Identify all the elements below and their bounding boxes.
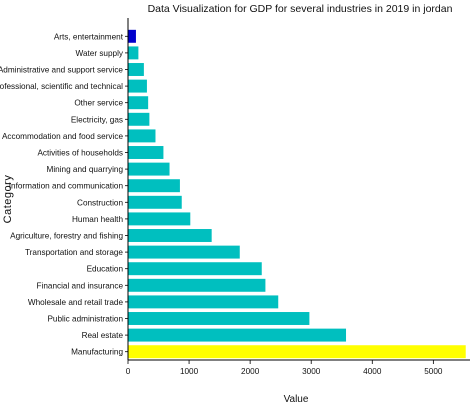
category-label: Information and communication: [9, 182, 124, 191]
category-label: Public administration: [47, 315, 123, 324]
category-label: Arts, entertainment: [54, 32, 124, 41]
bar-manufacturing: [128, 345, 466, 359]
bar-public-administration: [128, 312, 310, 325]
x-tick-label: 5000: [424, 367, 443, 376]
category-label: Activities of households: [37, 149, 123, 158]
bar-accommodation-and-food-service: [128, 129, 156, 143]
category-label: Accommodation and food service: [2, 132, 124, 141]
x-axis-title: Value: [284, 394, 309, 405]
category-label: Real estate: [82, 331, 124, 340]
x-tick-label: 0: [126, 367, 131, 376]
category-label: Manufacturing: [71, 348, 123, 357]
bar-water-supply: [128, 46, 139, 60]
category-label: Construction: [77, 198, 123, 207]
bar-professional-scientific-and-technical: [128, 79, 147, 93]
chart-title: Data Visualization for GDP for several i…: [148, 3, 453, 15]
category-label: Electricity, gas: [71, 115, 123, 124]
category-label: Transportation and storage: [25, 248, 123, 257]
category-label: Professional, scientific and technical: [0, 82, 123, 91]
category-labels-group: Manufacturing Real estate Public administr…: [0, 32, 128, 357]
category-label: Wholesale and retail trade: [28, 298, 124, 307]
bar-transportation-and-storage: [128, 245, 240, 259]
x-tick-label: 2000: [241, 367, 260, 376]
bar-wholesale-and-retail-trade: [128, 295, 279, 309]
category-label: Education: [87, 265, 124, 274]
bar-education: [128, 262, 262, 276]
x-tick-label: 4000: [363, 367, 382, 376]
category-label: Human health: [72, 215, 123, 224]
bar-human-health: [128, 212, 191, 226]
y-axis-title: Category: [2, 175, 14, 224]
category-label: Agriculture, forestry and fishing: [10, 232, 123, 241]
x-ticks-group: 0 1000 2000 3000 4000 5000: [126, 360, 443, 376]
x-tick-label: 1000: [180, 367, 199, 376]
category-label: Other service: [74, 99, 123, 108]
x-tick-label: 3000: [302, 367, 321, 376]
category-label: Water supply: [76, 49, 124, 58]
bar-information-and-communication: [128, 179, 180, 193]
bar-construction: [128, 195, 182, 209]
category-label: Mining and quarrying: [47, 165, 124, 174]
bars-group: [128, 29, 466, 359]
bar-arts-entertainment: [128, 29, 136, 43]
category-label: Administrative and support service: [0, 66, 123, 75]
bar-other-service: [128, 96, 149, 110]
bar-activities-of-households: [128, 146, 164, 159]
bar-mining-and-quarrying: [128, 162, 170, 176]
bar-agriculture-forestry-and-fishing: [128, 229, 212, 242]
bar-financial-and-insurance: [128, 278, 266, 292]
category-label: Financial and insurance: [37, 281, 124, 290]
bar-electricity-gas: [128, 112, 150, 126]
bar-administrative-and-support-service: [128, 63, 144, 76]
bar-real-estate: [128, 328, 347, 342]
